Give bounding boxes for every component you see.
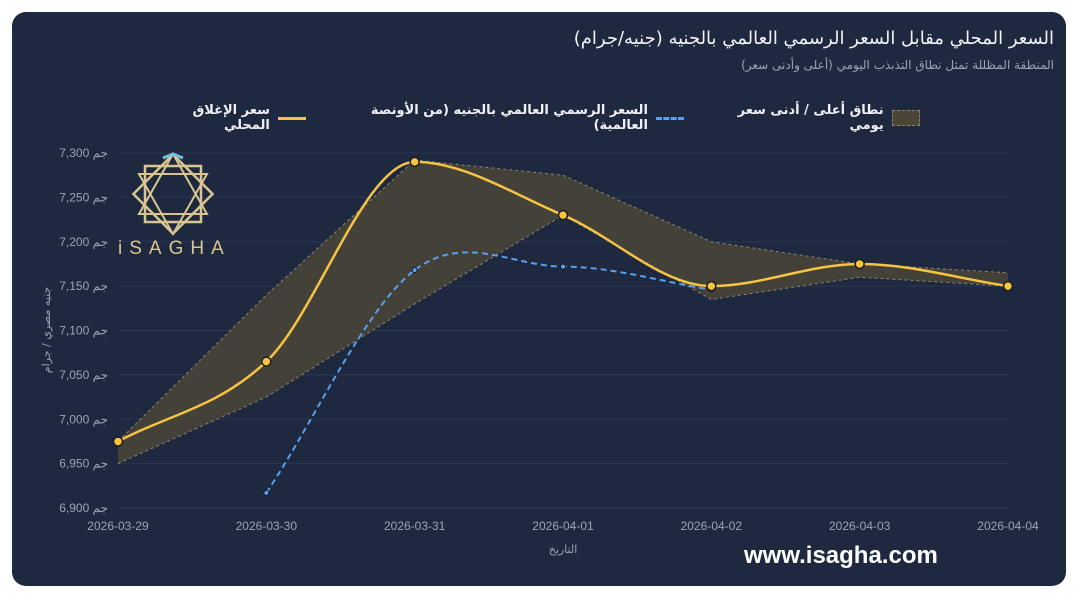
global-price-line [265,251,712,494]
legend: سعر الإغلاق المحلي السعر الرسمي العالمي … [150,103,920,133]
y-tick-label: 6,900 جم [59,501,108,515]
legend-label: سعر الإغلاق المحلي [192,103,270,133]
chart-subtitle: المنطقة المظللة تمثل نطاق التذبذب اليومي… [741,58,1054,72]
local-close-point[interactable] [854,258,865,270]
band-area [118,160,1008,464]
x-tick-label: 2026-03-30 [236,519,298,533]
local-close-point[interactable] [112,436,124,447]
global-price-point[interactable] [560,263,566,270]
x-tick-label: 2026-03-31 [384,519,446,533]
local-close-point[interactable] [706,280,717,292]
y-tick-label: 7,100 جم [59,324,108,338]
x-axis-label: التاريخ [549,543,578,556]
chart-title: السعر المحلي مقابل السعر الرسمي العالمي … [573,28,1054,49]
y-tick-label: 7,200 جم [59,235,108,249]
local-close-point[interactable] [1002,280,1014,292]
y-tick-label: 7,300 جم [59,146,108,160]
x-tick-label: 2026-04-02 [681,519,743,533]
local-close-point[interactable] [409,156,420,168]
y-tick-label: 7,250 جم [59,190,108,204]
local-close-point[interactable] [557,209,569,221]
isagha-logo-icon [131,151,215,237]
legend-swatch-band [891,110,920,126]
logo-text: iSAGHA [118,238,231,259]
legend-item-band[interactable]: نطاق أعلى / أدنى سعر يومي [710,103,920,133]
legend-swatch-solid [277,116,307,120]
legend-swatch-dashed [655,116,685,120]
x-tick-label: 2026-04-03 [829,519,891,533]
legend-item-local[interactable]: سعر الإغلاق المحلي [150,103,307,133]
local-close-point[interactable] [261,356,272,367]
legend-label: السعر الرسمي العالمي بالجنيه (من الأونصة… [370,103,648,133]
y-tick-label: 7,050 جم [59,368,108,382]
x-tick-label: 2026-03-29 [87,519,149,533]
global-price-point[interactable] [263,489,270,496]
x-tick-label: 2026-04-01 [532,519,594,533]
y-axis-label: جنيه مصري / جرام [40,287,53,373]
y-tick-label: 7,000 جم [59,412,108,426]
legend-item-global[interactable]: السعر الرسمي العالمي بالجنيه (من الأونصة… [332,103,685,133]
legend-label: نطاق أعلى / أدنى سعر يومي [737,103,884,133]
y-tick-label: 6,950 جم [59,457,108,471]
y-tick-label: 7,150 جم [59,279,108,293]
watermark: www.isagha.com [744,542,938,569]
chart-card [12,12,1066,586]
x-tick-label: 2026-04-04 [977,519,1039,533]
global-price-point[interactable] [411,267,418,274]
